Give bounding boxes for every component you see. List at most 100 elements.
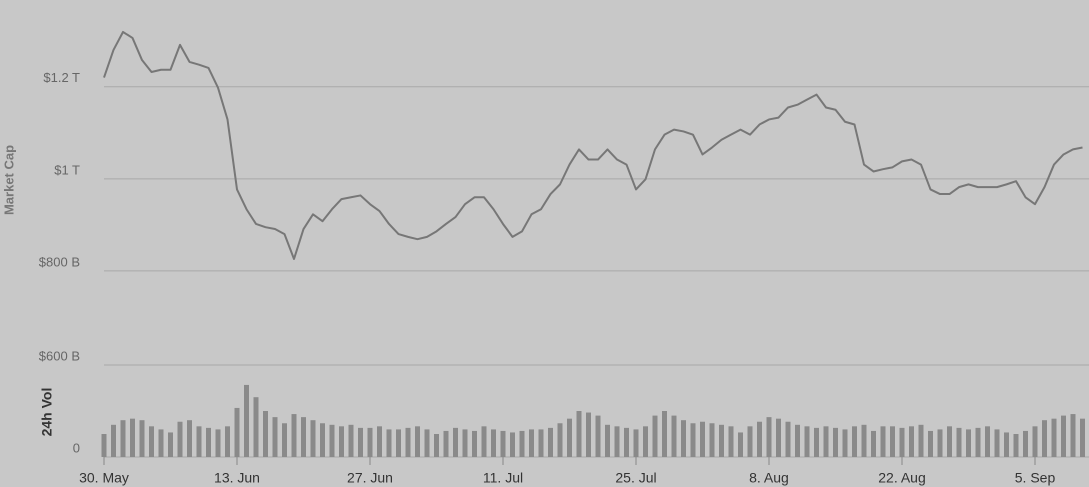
volume-bar [481, 426, 487, 457]
x-tick-label: 25. Jul [615, 470, 656, 486]
volume-bar [557, 423, 563, 457]
volume-bar [757, 421, 762, 457]
volume-bar [994, 429, 1000, 457]
volume-bar [367, 427, 373, 457]
volume-bar [529, 429, 534, 457]
volume-bar [415, 426, 420, 457]
volume-bar [975, 427, 981, 457]
volume-bar [500, 430, 506, 457]
volume-bar [928, 430, 933, 457]
volume-bar [985, 426, 990, 457]
volume-bar [662, 411, 667, 457]
volume-bar [700, 421, 705, 457]
y-tick-label: $800 B [39, 254, 80, 269]
volume-bar [491, 429, 496, 457]
volume-bar [586, 412, 591, 457]
volume-bar [871, 430, 876, 457]
volume-bar [548, 427, 553, 457]
volume-bar [377, 426, 382, 457]
volume-bar [386, 429, 392, 457]
volume-bar [519, 430, 525, 457]
y-axis-title: Market Cap [1, 145, 16, 215]
y-tick-label: $600 B [39, 348, 80, 363]
volume-bar [576, 411, 582, 457]
volume-bar [595, 415, 601, 457]
volume-bar [1070, 414, 1076, 457]
volume-bar [244, 384, 249, 457]
volume-bar [215, 429, 221, 457]
volume-bar [814, 427, 819, 457]
volume-bar [177, 421, 183, 457]
volume-bar [918, 424, 924, 457]
volume-bar [225, 426, 230, 457]
volume-bar [253, 397, 259, 457]
volume-bar [747, 426, 753, 457]
volume-bar [291, 414, 297, 457]
volume-bar [880, 426, 886, 457]
volume-bar [301, 417, 306, 457]
volume-bar [681, 420, 686, 457]
volume-bar [728, 426, 734, 457]
volume-bar [101, 434, 107, 457]
volume-bar [472, 430, 477, 457]
volume-bar [206, 427, 211, 457]
volume-bar [1032, 426, 1038, 457]
volume-bar [272, 417, 278, 457]
volume-bar [111, 424, 116, 457]
volume-bar [348, 424, 354, 457]
x-tick-label: 30. May [79, 470, 129, 486]
volume-bar [196, 426, 202, 457]
volume-bar [310, 420, 316, 457]
volume-bar [538, 429, 544, 457]
volume-bar [890, 426, 895, 457]
volume-bar [956, 427, 962, 457]
volume-bar [1061, 415, 1066, 457]
volume-bar [358, 427, 363, 457]
volume-bar [130, 418, 135, 457]
volume-bar [690, 423, 696, 457]
volume-bar [1042, 420, 1047, 457]
volume-bar [434, 434, 439, 457]
x-tick-label: 5. Sep [1015, 470, 1056, 486]
volume-bar [1023, 430, 1028, 457]
volume-bar [833, 427, 838, 457]
volume-bar [937, 429, 943, 457]
volume-bar [120, 420, 126, 457]
volume-bar [899, 427, 905, 457]
volume-bar [158, 429, 164, 457]
volume-bar [614, 426, 620, 457]
y-tick-label: $1 T [54, 162, 80, 177]
volume-bar [766, 417, 772, 457]
volume-bar [709, 423, 715, 457]
volume-bar [443, 430, 449, 457]
volume-bar [804, 426, 810, 457]
volume-bar [282, 423, 287, 457]
volume-bar [263, 411, 268, 457]
volume-bar [320, 423, 325, 457]
volume-bar [947, 426, 952, 457]
volume-bar [605, 424, 610, 457]
volume-bar [823, 426, 829, 457]
y-axis-title: 24h Vol [39, 388, 55, 437]
volume-bar [149, 426, 154, 457]
volume-bar [1080, 418, 1085, 457]
volume-bar [795, 424, 800, 457]
x-tick-label: 13. Jun [214, 470, 260, 486]
volume-bar [1004, 432, 1009, 457]
volume-bar [624, 427, 629, 457]
volume-bar [339, 426, 344, 457]
y-tick-label: $1.2 T [43, 70, 80, 85]
volume-bar [329, 424, 335, 457]
x-tick-label: 8. Aug [749, 470, 789, 486]
x-tick-label: 22. Aug [878, 470, 926, 486]
volume-bar [785, 421, 791, 457]
volume-bar [671, 415, 677, 457]
volume-bar [861, 424, 867, 457]
volume-bar [405, 427, 411, 457]
volume-bar [139, 420, 145, 457]
volume-bar [719, 424, 724, 457]
volume-bar [567, 418, 572, 457]
volume-bar [1013, 434, 1019, 457]
